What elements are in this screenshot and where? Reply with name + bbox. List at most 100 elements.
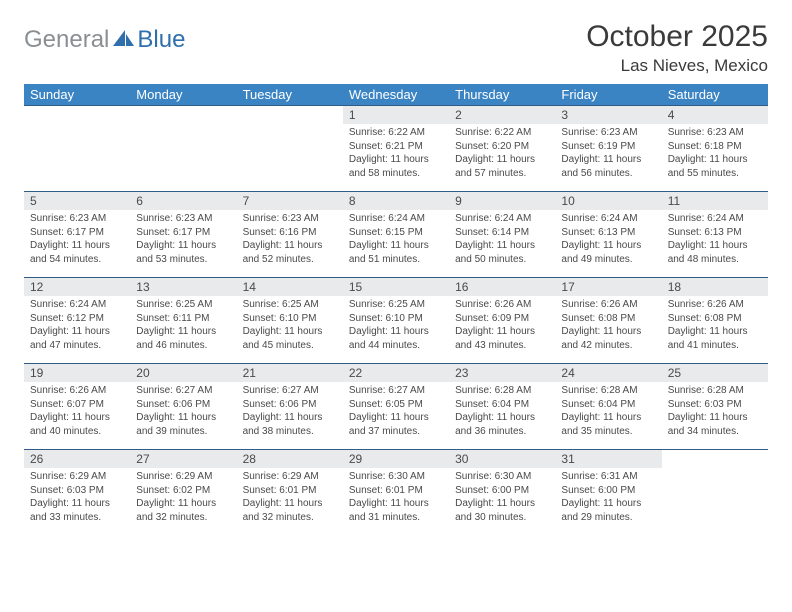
- sunrise-text: Sunrise: 6:26 AM: [455, 298, 549, 312]
- sunset-text: Sunset: 6:04 PM: [455, 398, 549, 412]
- day-details: Sunrise: 6:26 AMSunset: 6:07 PMDaylight:…: [24, 382, 130, 442]
- day-details: Sunrise: 6:27 AMSunset: 6:06 PMDaylight:…: [237, 382, 343, 442]
- day-number: 24: [555, 364, 661, 382]
- day-number: 5: [24, 192, 130, 210]
- sunrise-text: Sunrise: 6:26 AM: [668, 298, 762, 312]
- sunset-text: Sunset: 6:15 PM: [349, 226, 443, 240]
- sunrise-text: Sunrise: 6:24 AM: [668, 212, 762, 226]
- daylight-text: Daylight: 11 hours and 45 minutes.: [243, 325, 337, 352]
- day-number: 8: [343, 192, 449, 210]
- daylight-text: Daylight: 11 hours and 44 minutes.: [349, 325, 443, 352]
- daylight-text: Daylight: 11 hours and 52 minutes.: [243, 239, 337, 266]
- calendar-table: Sunday Monday Tuesday Wednesday Thursday…: [24, 84, 768, 536]
- daylight-text: Daylight: 11 hours and 58 minutes.: [349, 153, 443, 180]
- daylight-text: Daylight: 11 hours and 38 minutes.: [243, 411, 337, 438]
- day-details: Sunrise: 6:26 AMSunset: 6:08 PMDaylight:…: [662, 296, 768, 356]
- sunrise-text: Sunrise: 6:25 AM: [349, 298, 443, 312]
- sunrise-text: Sunrise: 6:28 AM: [668, 384, 762, 398]
- daylight-text: Daylight: 11 hours and 34 minutes.: [668, 411, 762, 438]
- day-header-row: Sunday Monday Tuesday Wednesday Thursday…: [24, 84, 768, 106]
- day-number: 7: [237, 192, 343, 210]
- sunrise-text: Sunrise: 6:22 AM: [349, 126, 443, 140]
- day-cell: 15Sunrise: 6:25 AMSunset: 6:10 PMDayligh…: [343, 278, 449, 364]
- daylight-text: Daylight: 11 hours and 42 minutes.: [561, 325, 655, 352]
- dayheader-fri: Friday: [555, 84, 661, 106]
- day-number: 21: [237, 364, 343, 382]
- sunrise-text: Sunrise: 6:30 AM: [349, 470, 443, 484]
- day-cell: 27Sunrise: 6:29 AMSunset: 6:02 PMDayligh…: [130, 450, 236, 536]
- day-cell: 21Sunrise: 6:27 AMSunset: 6:06 PMDayligh…: [237, 364, 343, 450]
- day-details: Sunrise: 6:28 AMSunset: 6:03 PMDaylight:…: [662, 382, 768, 442]
- day-number: 31: [555, 450, 661, 468]
- day-details: Sunrise: 6:23 AMSunset: 6:17 PMDaylight:…: [24, 210, 130, 270]
- daylight-text: Daylight: 11 hours and 55 minutes.: [668, 153, 762, 180]
- day-details: Sunrise: 6:24 AMSunset: 6:14 PMDaylight:…: [449, 210, 555, 270]
- sunrise-text: Sunrise: 6:26 AM: [561, 298, 655, 312]
- dayheader-tue: Tuesday: [237, 84, 343, 106]
- day-cell: 4Sunrise: 6:23 AMSunset: 6:18 PMDaylight…: [662, 106, 768, 192]
- day-number: 2: [449, 106, 555, 124]
- day-details: Sunrise: 6:25 AMSunset: 6:10 PMDaylight:…: [343, 296, 449, 356]
- dayheader-thu: Thursday: [449, 84, 555, 106]
- day-cell: [662, 450, 768, 536]
- day-number: 26: [24, 450, 130, 468]
- day-details: Sunrise: 6:27 AMSunset: 6:05 PMDaylight:…: [343, 382, 449, 442]
- sunrise-text: Sunrise: 6:24 AM: [349, 212, 443, 226]
- day-cell: 30Sunrise: 6:30 AMSunset: 6:00 PMDayligh…: [449, 450, 555, 536]
- daylight-text: Daylight: 11 hours and 32 minutes.: [243, 497, 337, 524]
- sunset-text: Sunset: 6:07 PM: [30, 398, 124, 412]
- day-details: Sunrise: 6:31 AMSunset: 6:00 PMDaylight:…: [555, 468, 661, 528]
- day-details: Sunrise: 6:29 AMSunset: 6:03 PMDaylight:…: [24, 468, 130, 528]
- sunrise-text: Sunrise: 6:29 AM: [30, 470, 124, 484]
- daylight-text: Daylight: 11 hours and 29 minutes.: [561, 497, 655, 524]
- day-cell: 26Sunrise: 6:29 AMSunset: 6:03 PMDayligh…: [24, 450, 130, 536]
- sunset-text: Sunset: 6:09 PM: [455, 312, 549, 326]
- day-cell: 24Sunrise: 6:28 AMSunset: 6:04 PMDayligh…: [555, 364, 661, 450]
- day-cell: 10Sunrise: 6:24 AMSunset: 6:13 PMDayligh…: [555, 192, 661, 278]
- day-details: Sunrise: 6:30 AMSunset: 6:00 PMDaylight:…: [449, 468, 555, 528]
- sunset-text: Sunset: 6:06 PM: [136, 398, 230, 412]
- daylight-text: Daylight: 11 hours and 49 minutes.: [561, 239, 655, 266]
- sunset-text: Sunset: 6:08 PM: [668, 312, 762, 326]
- sunrise-text: Sunrise: 6:27 AM: [349, 384, 443, 398]
- daylight-text: Daylight: 11 hours and 47 minutes.: [30, 325, 124, 352]
- sunset-text: Sunset: 6:12 PM: [30, 312, 124, 326]
- day-number: 20: [130, 364, 236, 382]
- day-cell: 8Sunrise: 6:24 AMSunset: 6:15 PMDaylight…: [343, 192, 449, 278]
- location-label: Las Nieves, Mexico: [586, 56, 768, 76]
- day-cell: 1Sunrise: 6:22 AMSunset: 6:21 PMDaylight…: [343, 106, 449, 192]
- dayheader-wed: Wednesday: [343, 84, 449, 106]
- sunset-text: Sunset: 6:08 PM: [561, 312, 655, 326]
- day-number: 1: [343, 106, 449, 124]
- sunrise-text: Sunrise: 6:24 AM: [30, 298, 124, 312]
- day-cell: 22Sunrise: 6:27 AMSunset: 6:05 PMDayligh…: [343, 364, 449, 450]
- day-details: Sunrise: 6:30 AMSunset: 6:01 PMDaylight:…: [343, 468, 449, 528]
- sunset-text: Sunset: 6:05 PM: [349, 398, 443, 412]
- sunrise-text: Sunrise: 6:27 AM: [243, 384, 337, 398]
- daylight-text: Daylight: 11 hours and 30 minutes.: [455, 497, 549, 524]
- sunrise-text: Sunrise: 6:25 AM: [136, 298, 230, 312]
- page-header: General Blue October 2025 Las Nieves, Me…: [24, 20, 768, 76]
- sunrise-text: Sunrise: 6:26 AM: [30, 384, 124, 398]
- day-number: 27: [130, 450, 236, 468]
- day-cell: 5Sunrise: 6:23 AMSunset: 6:17 PMDaylight…: [24, 192, 130, 278]
- day-number: 28: [237, 450, 343, 468]
- day-cell: 20Sunrise: 6:27 AMSunset: 6:06 PMDayligh…: [130, 364, 236, 450]
- day-number: 18: [662, 278, 768, 296]
- sunset-text: Sunset: 6:10 PM: [243, 312, 337, 326]
- sunrise-text: Sunrise: 6:28 AM: [561, 384, 655, 398]
- day-details: Sunrise: 6:24 AMSunset: 6:13 PMDaylight:…: [555, 210, 661, 270]
- day-details: Sunrise: 6:29 AMSunset: 6:01 PMDaylight:…: [237, 468, 343, 528]
- day-details: Sunrise: 6:26 AMSunset: 6:08 PMDaylight:…: [555, 296, 661, 356]
- daylight-text: Daylight: 11 hours and 57 minutes.: [455, 153, 549, 180]
- daylight-text: Daylight: 11 hours and 48 minutes.: [668, 239, 762, 266]
- sunset-text: Sunset: 6:02 PM: [136, 484, 230, 498]
- day-cell: 25Sunrise: 6:28 AMSunset: 6:03 PMDayligh…: [662, 364, 768, 450]
- calendar-page: General Blue October 2025 Las Nieves, Me…: [0, 0, 792, 556]
- sunrise-text: Sunrise: 6:29 AM: [136, 470, 230, 484]
- day-number: 3: [555, 106, 661, 124]
- day-details: Sunrise: 6:26 AMSunset: 6:09 PMDaylight:…: [449, 296, 555, 356]
- brand-text-blue: Blue: [137, 26, 185, 54]
- day-cell: 17Sunrise: 6:26 AMSunset: 6:08 PMDayligh…: [555, 278, 661, 364]
- sunset-text: Sunset: 6:17 PM: [136, 226, 230, 240]
